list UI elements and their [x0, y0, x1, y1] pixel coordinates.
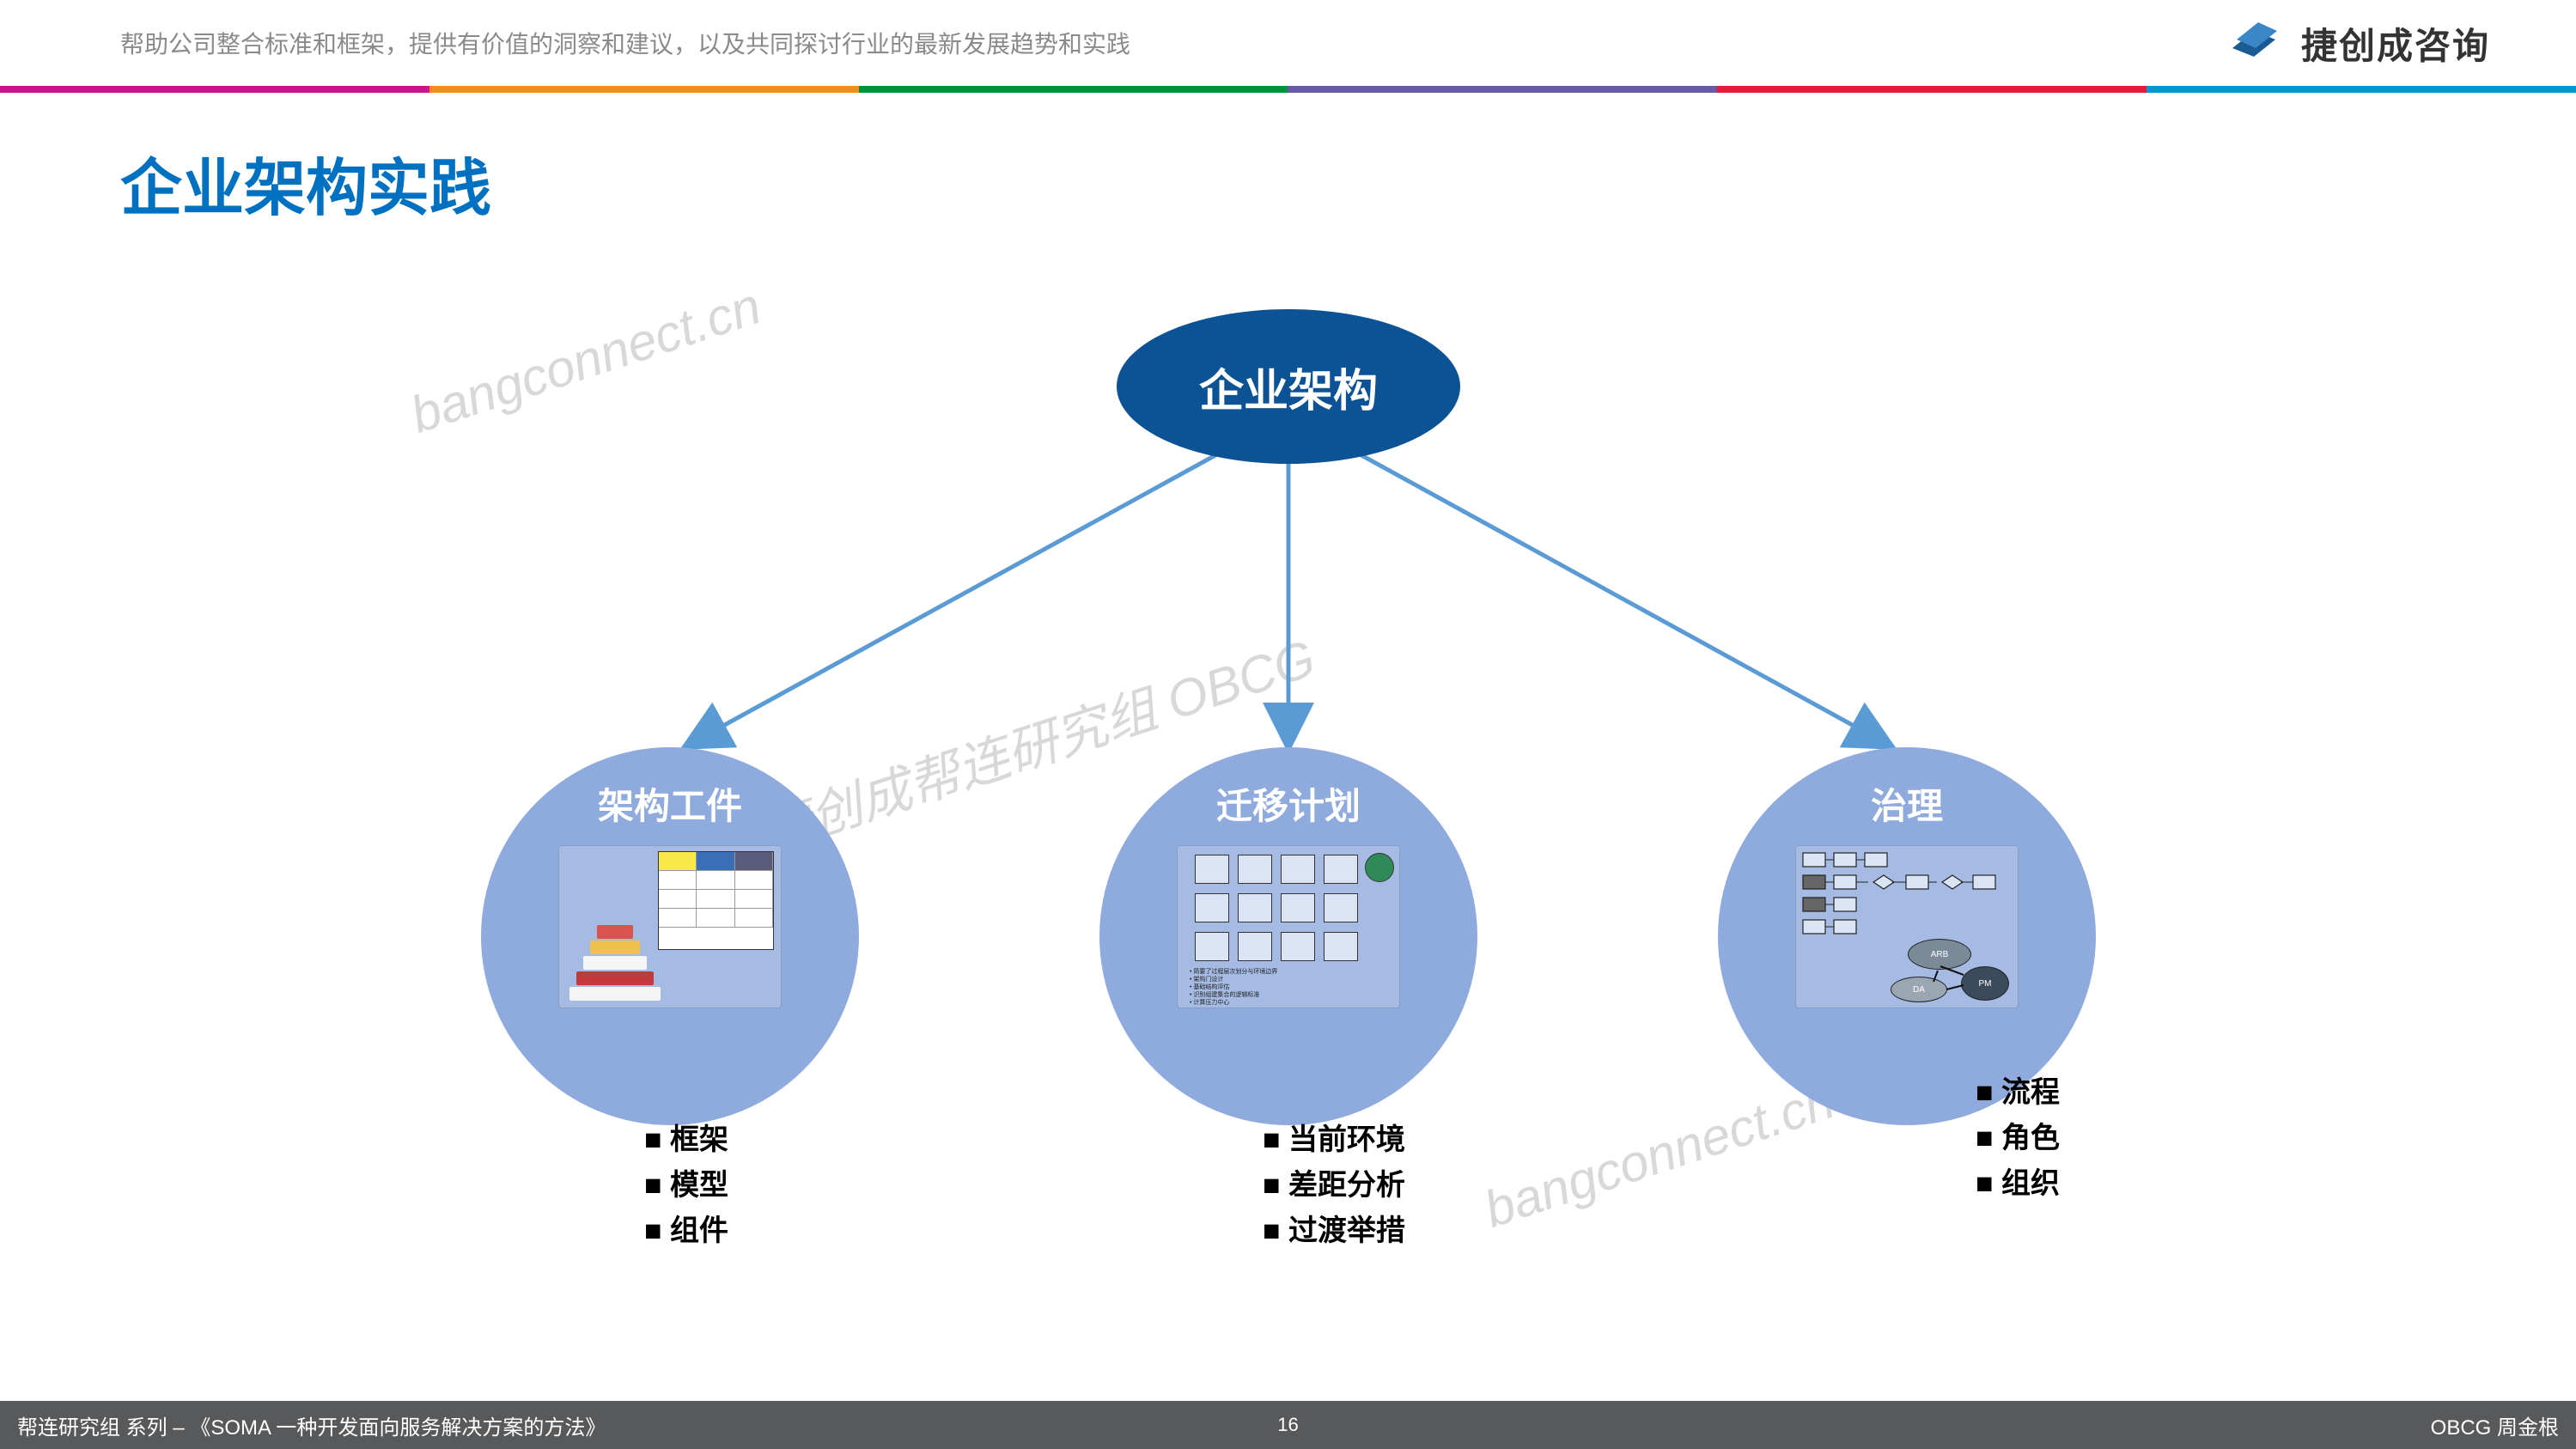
- bullets-artifacts: 框架模型组件: [644, 1112, 728, 1252]
- rainbow-stripe: [0, 86, 2576, 93]
- bullet-item: 过渡举措: [1263, 1207, 1405, 1249]
- page-title: 企业架构实践: [120, 137, 491, 228]
- watermark: bangconnect.cn: [1477, 1070, 1842, 1239]
- bullets-migration: 当前环境差距分析过渡举措: [1263, 1112, 1405, 1252]
- child-illustration: [558, 845, 782, 1008]
- bullet-item: 当前环境: [1263, 1116, 1405, 1158]
- child-illustration: ARBPMDA: [1795, 845, 2019, 1008]
- child-title: 迁移计划: [1216, 777, 1361, 830]
- bullet-item: 组织: [1976, 1160, 2060, 1202]
- root-node: 企业架构: [1117, 309, 1460, 464]
- bullet-item: 模型: [644, 1161, 728, 1203]
- footer-right: OBCG 周金根: [2431, 1410, 2559, 1440]
- bullet-item: 差距分析: [1263, 1161, 1405, 1203]
- child-node-migration: 迁移计划 • 简要了过程层次划分与环境边界• 架构门设计• 基础结构评估• 识别组…: [1099, 747, 1477, 1125]
- bullet-item: 组件: [644, 1207, 728, 1249]
- bullet-item: 角色: [1976, 1114, 2060, 1156]
- child-title: 架构工件: [598, 777, 742, 830]
- child-node-artifacts: 架构工件: [481, 747, 859, 1125]
- footer: 帮连研究组 系列 – 《SOMA 一种开发面向服务解决方案的方法》 16 OBC…: [0, 1401, 2576, 1449]
- bullet-item: 流程: [1976, 1068, 2060, 1111]
- watermark: bangconnect.cn: [404, 276, 768, 445]
- child-illustration: • 简要了过程层次划分与环境边界• 架构门设计• 基础结构评估• 识别组建集合的…: [1177, 845, 1400, 1008]
- logo-text: 捷创成咨询: [2301, 17, 2490, 70]
- bullets-governance: 流程角色组织: [1976, 1065, 2060, 1205]
- logo-icon: [2224, 18, 2284, 70]
- footer-left: 帮连研究组 系列 – 《SOMA 一种开发面向服务解决方案的方法》: [17, 1410, 606, 1440]
- header: 帮助公司整合标准和框架，提供有价值的洞察和建议，以及共同探讨行业的最新发展趋势和…: [0, 0, 2576, 86]
- child-title: 治理: [1871, 777, 1943, 830]
- root-label: 企业架构: [1199, 355, 1378, 419]
- page-number: 16: [1277, 1414, 1298, 1436]
- brand-logo: 捷创成咨询: [2224, 17, 2490, 70]
- header-subtitle: 帮助公司整合标准和框架，提供有价值的洞察和建议，以及共同探讨行业的最新发展趋势和…: [120, 26, 1130, 60]
- bullet-item: 框架: [644, 1116, 728, 1158]
